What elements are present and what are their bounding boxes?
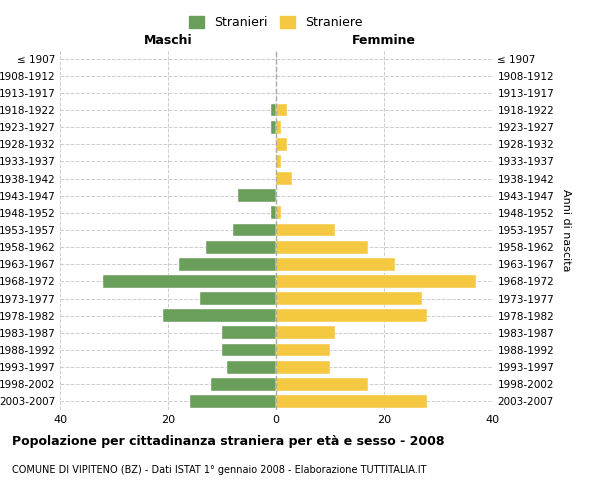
Bar bbox=[276, 172, 292, 185]
Bar bbox=[276, 326, 335, 340]
Bar bbox=[276, 378, 368, 390]
Bar bbox=[271, 206, 276, 220]
Bar bbox=[238, 190, 276, 202]
Bar bbox=[276, 120, 281, 134]
Bar bbox=[103, 275, 276, 288]
Bar bbox=[276, 258, 395, 270]
Bar bbox=[276, 292, 422, 305]
Bar bbox=[276, 206, 281, 220]
Text: COMUNE DI VIPITENO (BZ) - Dati ISTAT 1° gennaio 2008 - Elaborazione TUTTITALIA.I: COMUNE DI VIPITENO (BZ) - Dati ISTAT 1° … bbox=[12, 465, 427, 475]
Bar bbox=[276, 155, 281, 168]
Text: Femmine: Femmine bbox=[352, 34, 416, 46]
Legend: Stranieri, Straniere: Stranieri, Straniere bbox=[184, 11, 368, 34]
Bar bbox=[271, 104, 276, 117]
Bar bbox=[222, 326, 276, 340]
Bar bbox=[276, 275, 476, 288]
Bar bbox=[190, 395, 276, 408]
Bar bbox=[206, 240, 276, 254]
Bar bbox=[200, 292, 276, 305]
Text: Maschi: Maschi bbox=[143, 34, 193, 46]
Bar bbox=[276, 310, 427, 322]
Bar bbox=[276, 224, 335, 236]
Bar bbox=[276, 395, 427, 408]
Bar bbox=[276, 344, 330, 356]
Bar bbox=[271, 120, 276, 134]
Bar bbox=[276, 104, 287, 117]
Bar bbox=[163, 310, 276, 322]
Bar bbox=[211, 378, 276, 390]
Bar bbox=[233, 224, 276, 236]
Y-axis label: Anni di nascita: Anni di nascita bbox=[561, 188, 571, 271]
Bar bbox=[276, 240, 368, 254]
Bar bbox=[222, 344, 276, 356]
Bar bbox=[179, 258, 276, 270]
Bar bbox=[276, 360, 330, 374]
Bar bbox=[276, 138, 287, 150]
Text: Popolazione per cittadinanza straniera per età e sesso - 2008: Popolazione per cittadinanza straniera p… bbox=[12, 435, 445, 448]
Bar bbox=[227, 360, 276, 374]
